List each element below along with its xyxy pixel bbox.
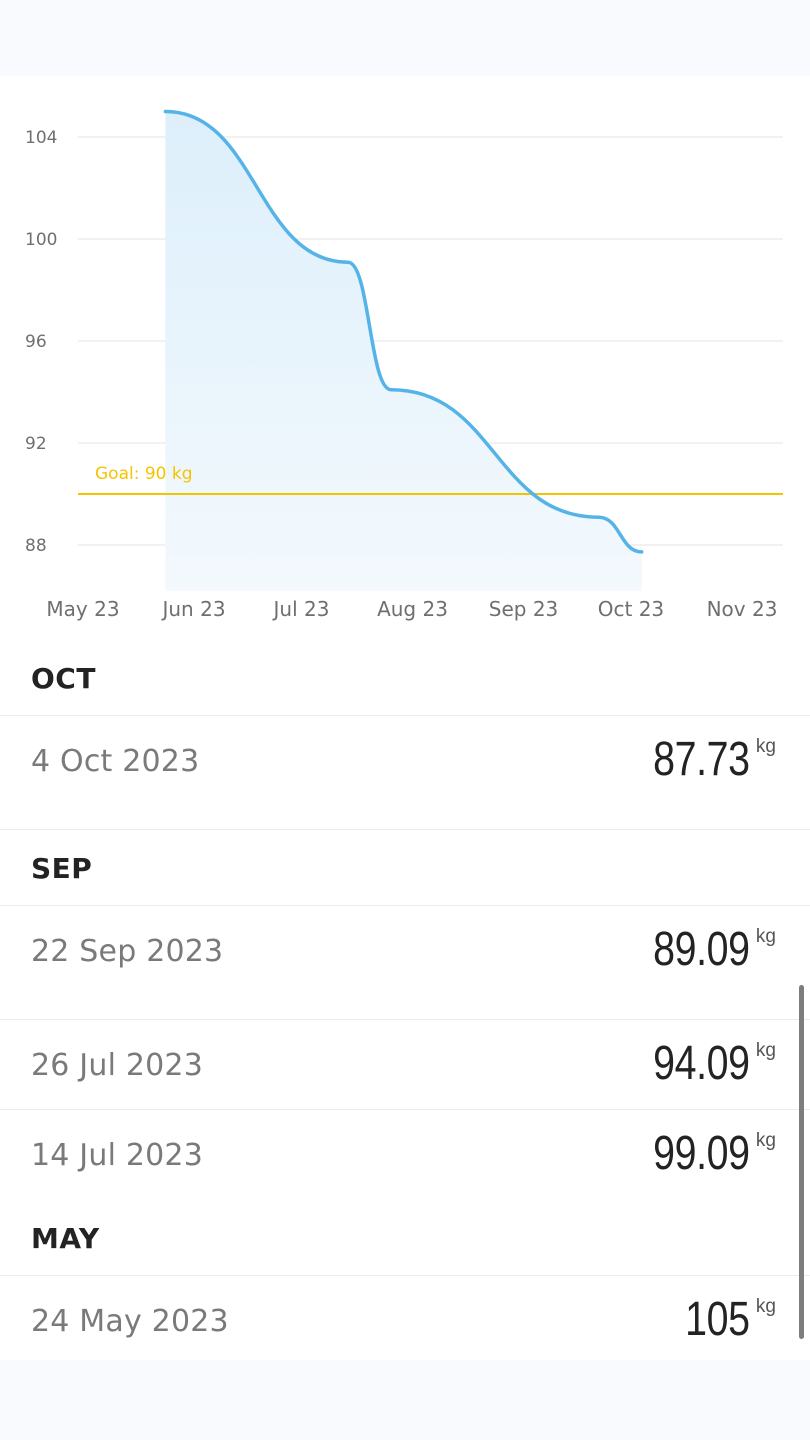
bottom-bar <box>0 1360 810 1440</box>
entry-date: 22 Sep 2023 <box>31 934 224 969</box>
y-tick-label: 104 <box>25 128 57 148</box>
entry-date: 14 Jul 2023 <box>31 1138 203 1173</box>
entry-date: 26 Jul 2023 <box>31 1048 203 1083</box>
weight-entry-row[interactable]: 14 Jul 2023 99.09 kg <box>0 1110 810 1200</box>
x-tick-label: Aug 23 <box>377 597 448 621</box>
top-bar <box>0 0 810 76</box>
y-tick-label: 92 <box>25 434 47 454</box>
entry-weight: 105 <box>685 1293 751 1346</box>
entry-weight: 94.09 <box>653 1037 751 1090</box>
x-tick-label: Nov 23 <box>707 597 778 621</box>
y-tick-label: 100 <box>25 230 57 250</box>
x-tick-label: May 23 <box>46 597 119 621</box>
entry-weight: 87.73 <box>653 733 751 786</box>
section-header-may: MAY <box>0 1200 810 1276</box>
entry-weight: 99.09 <box>653 1127 751 1180</box>
weight-entry-row[interactable]: 22 Sep 2023 89.09 kg <box>0 906 810 1020</box>
entry-unit: kg <box>755 1296 776 1317</box>
scrollbar[interactable] <box>799 985 804 1339</box>
entry-unit: kg <box>755 1130 776 1151</box>
entry-weight: 89.09 <box>653 923 751 976</box>
entry-unit: kg <box>755 1040 776 1061</box>
weight-entry-row[interactable]: 4 Oct 2023 87.73 kg <box>0 716 810 830</box>
weight-area <box>165 111 642 591</box>
goal-label: Goal: 90 kg <box>95 464 193 484</box>
section-header-sep: SEP <box>0 830 810 906</box>
entry-unit: kg <box>755 926 776 947</box>
weight-entry-row[interactable]: 26 Jul 2023 94.09 kg <box>0 1020 810 1110</box>
weight-entry-row[interactable]: 24 May 2023 105 kg <box>0 1276 810 1366</box>
x-tick-label: Jul 23 <box>272 597 330 621</box>
weight-history-list: OCT 4 Oct 2023 87.73 kg SEP 22 Sep 2023 … <box>0 640 810 1366</box>
entry-date: 4 Oct 2023 <box>31 744 200 779</box>
x-tick-label: Sep 23 <box>489 597 559 621</box>
weight-chart: Goal: 90 kg 88 92 96 100 104 May 23 Jun 23 Jul … <box>25 109 783 621</box>
weight-line <box>163 109 644 554</box>
y-tick-label: 88 <box>25 536 47 556</box>
x-tick-label: Jun 23 <box>160 597 225 621</box>
y-tick-label: 96 <box>25 332 47 352</box>
entry-date: 24 May 2023 <box>31 1304 229 1339</box>
section-header-oct: OCT <box>0 640 810 716</box>
x-tick-label: Oct 23 <box>598 597 664 621</box>
entry-unit: kg <box>755 736 776 757</box>
